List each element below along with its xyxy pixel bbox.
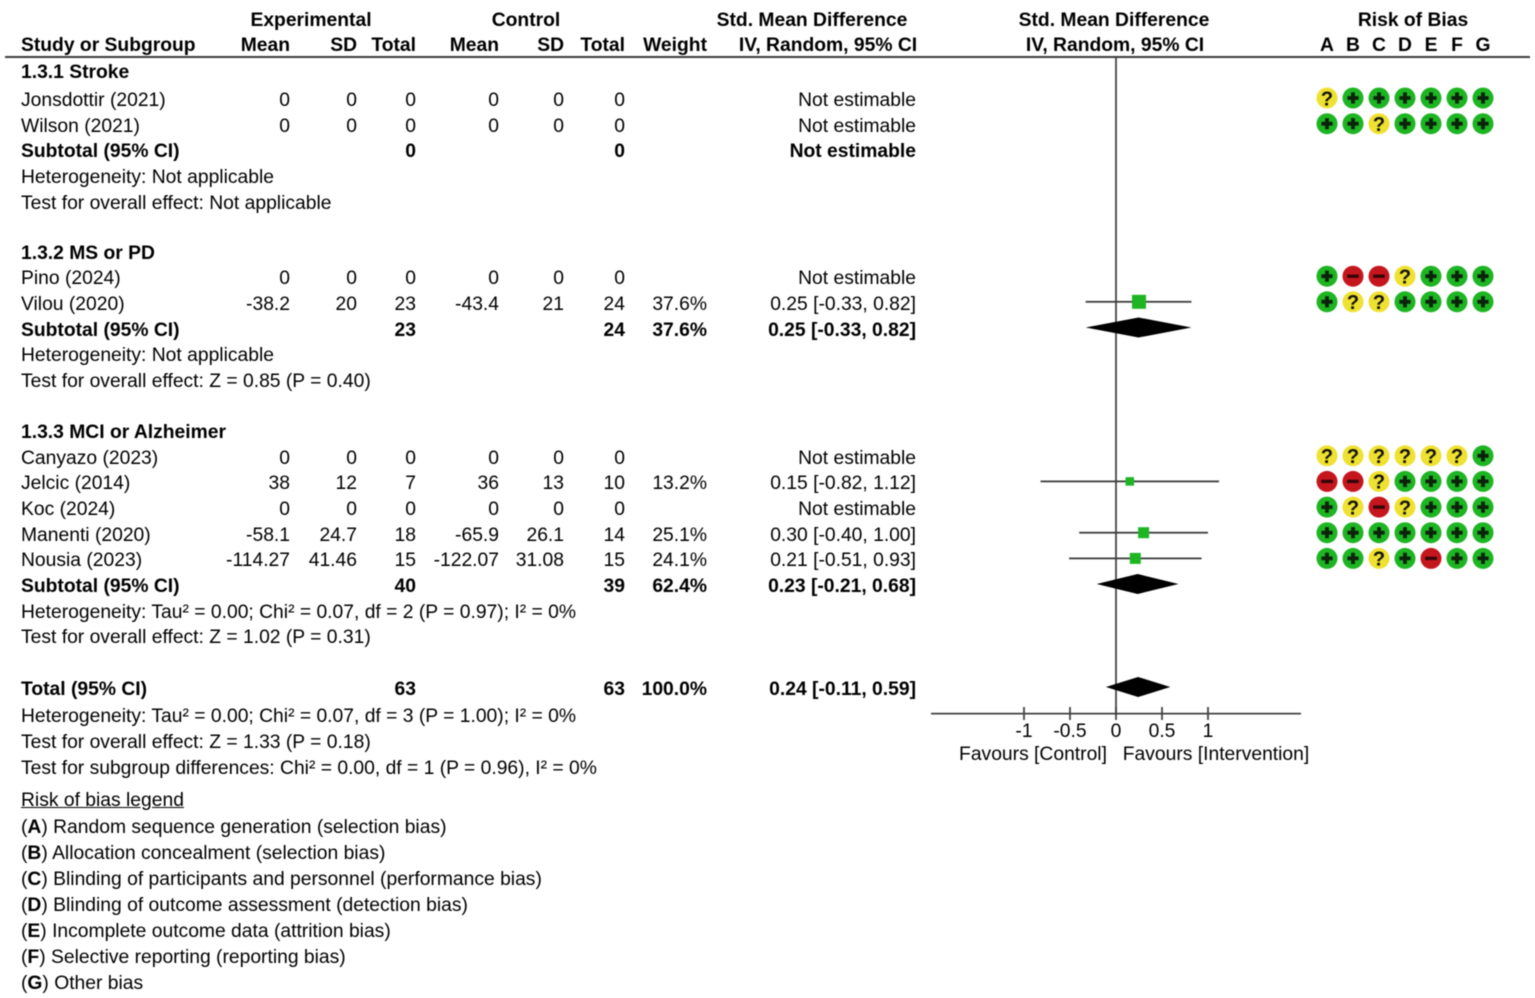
svg-text:?: ? bbox=[1347, 446, 1359, 468]
svg-text:?: ? bbox=[1321, 88, 1333, 110]
svg-text:?: ? bbox=[1373, 292, 1385, 314]
svg-text:?: ? bbox=[1399, 497, 1411, 519]
svg-text:?: ? bbox=[1347, 497, 1359, 519]
svg-text:?: ? bbox=[1373, 446, 1385, 468]
svg-text:?: ? bbox=[1373, 472, 1385, 494]
svg-text:?: ? bbox=[1321, 446, 1333, 468]
svg-text:?: ? bbox=[1399, 446, 1411, 468]
svg-text:?: ? bbox=[1373, 114, 1385, 136]
svg-text:?: ? bbox=[1425, 446, 1437, 468]
svg-text:?: ? bbox=[1399, 267, 1411, 289]
svg-text:?: ? bbox=[1347, 292, 1359, 314]
svg-text:?: ? bbox=[1451, 446, 1463, 468]
svg-text:?: ? bbox=[1373, 549, 1385, 571]
